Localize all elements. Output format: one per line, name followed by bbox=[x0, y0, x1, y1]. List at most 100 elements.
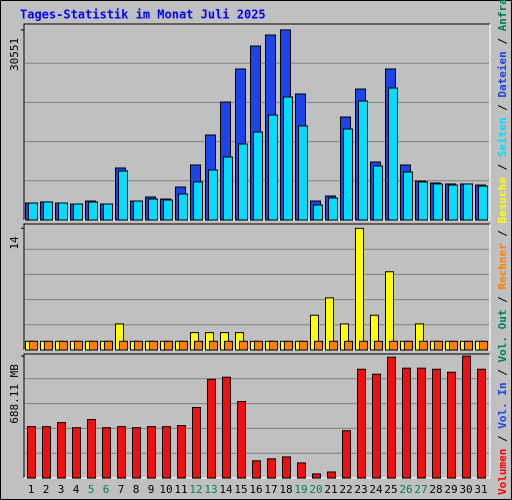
bar bbox=[104, 340, 113, 351]
chart-title: Tages-Statistik im Monat Juli 2025 bbox=[20, 8, 266, 22]
bar bbox=[179, 340, 188, 351]
plot-area bbox=[24, 224, 490, 350]
legend-entry: Besuche bbox=[496, 177, 509, 224]
bar bbox=[462, 355, 471, 479]
x-tick-label: 9 bbox=[148, 483, 155, 496]
x-tick-label: 16 bbox=[249, 483, 262, 496]
bar bbox=[102, 427, 111, 479]
bar bbox=[103, 203, 113, 221]
bar bbox=[209, 340, 218, 351]
bar bbox=[314, 340, 323, 351]
bar bbox=[282, 456, 291, 479]
x-tick-label: 15 bbox=[234, 483, 247, 496]
bar bbox=[134, 340, 143, 351]
bar bbox=[432, 368, 441, 479]
bar bbox=[117, 426, 126, 479]
bar bbox=[269, 340, 278, 351]
bar bbox=[44, 340, 53, 351]
x-tick-label: 12 bbox=[189, 483, 202, 496]
legend: Volumen / Vol. In / Vol. Out / Rechner /… bbox=[496, 0, 509, 495]
bar bbox=[387, 356, 396, 479]
y-tick-label: 30551 bbox=[8, 38, 21, 71]
bar bbox=[208, 169, 218, 221]
bar bbox=[283, 96, 293, 221]
x-tick-label: 21 bbox=[324, 483, 337, 496]
x-tick-label: 4 bbox=[73, 483, 80, 496]
x-tick-label: 18 bbox=[279, 483, 292, 496]
bar bbox=[74, 340, 83, 351]
bar bbox=[358, 100, 368, 221]
legend-entry: Vol. In bbox=[496, 382, 509, 428]
x-tick-label: 29 bbox=[444, 483, 457, 496]
x-tick-label: 19 bbox=[294, 483, 307, 496]
bar bbox=[479, 340, 488, 351]
x-tick-label: 24 bbox=[369, 483, 383, 496]
legend-entry: Seiten bbox=[496, 117, 509, 157]
x-tick-label: 7 bbox=[118, 483, 125, 496]
legend-entry: Rechner bbox=[496, 243, 509, 290]
bar bbox=[417, 367, 426, 479]
legend-entry: Volumen bbox=[496, 449, 509, 495]
legend-separator: / bbox=[496, 363, 509, 383]
bar bbox=[222, 376, 231, 479]
x-tick-label: 30 bbox=[459, 483, 472, 496]
bar bbox=[313, 204, 323, 221]
x-tick-label: 28 bbox=[429, 483, 442, 496]
bar bbox=[237, 400, 246, 479]
bar bbox=[402, 367, 411, 479]
bar bbox=[267, 458, 276, 479]
bar bbox=[207, 378, 216, 479]
y-tick-label: 688.11 MB bbox=[8, 364, 21, 424]
x-tick-label: 22 bbox=[339, 483, 352, 496]
bar bbox=[268, 114, 278, 221]
bar bbox=[419, 340, 428, 351]
x-tick-label: 11 bbox=[174, 483, 187, 496]
bar bbox=[433, 183, 443, 221]
bar bbox=[57, 422, 66, 479]
bar bbox=[223, 156, 233, 221]
bar bbox=[418, 181, 428, 221]
bar bbox=[372, 373, 381, 479]
bar bbox=[252, 460, 261, 479]
legend-entry: Dateien bbox=[496, 51, 509, 97]
bar bbox=[28, 202, 38, 221]
bar bbox=[89, 340, 98, 351]
x-tick-label: 31 bbox=[474, 483, 487, 496]
bar bbox=[132, 427, 141, 479]
x-tick-label: 26 bbox=[399, 483, 412, 496]
x-tick-label: 6 bbox=[103, 483, 110, 496]
bar bbox=[403, 171, 413, 221]
bar bbox=[162, 426, 171, 479]
bar bbox=[59, 340, 68, 351]
bar bbox=[58, 202, 68, 221]
bar bbox=[178, 193, 188, 221]
bar bbox=[163, 199, 173, 221]
bar bbox=[343, 128, 353, 221]
legend-separator: / bbox=[496, 223, 509, 243]
bar bbox=[388, 87, 398, 221]
bar bbox=[238, 143, 248, 221]
x-tick-label: 25 bbox=[384, 483, 397, 496]
x-tick-label: 10 bbox=[159, 483, 172, 496]
bar bbox=[359, 340, 368, 351]
bar bbox=[118, 170, 128, 221]
bar bbox=[224, 340, 233, 351]
panel-border bbox=[23, 353, 490, 478]
legend-separator: / bbox=[496, 31, 509, 51]
bar bbox=[284, 340, 293, 351]
bar bbox=[119, 340, 128, 351]
bar bbox=[193, 181, 203, 221]
x-tick-label: 1 bbox=[28, 483, 35, 496]
x-tick-label: 8 bbox=[133, 483, 140, 496]
bar bbox=[463, 183, 473, 221]
bar bbox=[87, 419, 96, 479]
bar bbox=[42, 426, 51, 479]
bar bbox=[449, 340, 458, 351]
x-tick-label: 17 bbox=[264, 483, 277, 496]
bar bbox=[447, 371, 456, 479]
bar bbox=[298, 125, 308, 221]
bar bbox=[477, 368, 486, 479]
bar bbox=[389, 340, 398, 351]
panel-border bbox=[23, 23, 490, 220]
